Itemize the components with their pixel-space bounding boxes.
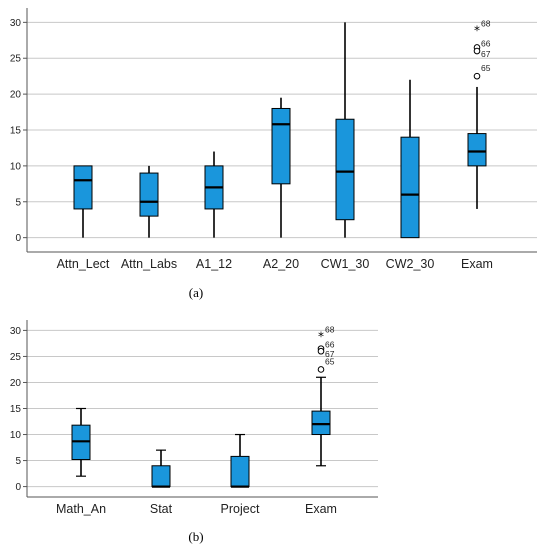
y-tick-label: 20 xyxy=(10,90,22,101)
x-category-label: Exam xyxy=(461,257,493,271)
outlier-extreme-marker: * xyxy=(474,24,480,38)
iqr-box xyxy=(73,165,93,210)
iqr-box xyxy=(139,172,159,217)
y-tick-label: 25 xyxy=(10,54,22,65)
box-attn-lect xyxy=(73,165,93,238)
iqr-box xyxy=(467,133,487,167)
outlier-label: 67 xyxy=(325,349,335,359)
outlier-marker xyxy=(317,366,325,373)
box-exam xyxy=(311,376,331,467)
x-category-label: A2_20 xyxy=(263,257,299,271)
iqr-box xyxy=(271,107,291,185)
panel-label: (a) xyxy=(189,285,203,300)
y-tick-label: 15 xyxy=(10,126,22,137)
outlier-marker xyxy=(473,72,481,80)
y-tick-label: 25 xyxy=(10,352,22,363)
outlier-extreme-marker: * xyxy=(318,330,324,344)
y-tick-label: 30 xyxy=(10,326,22,337)
box-cw2-30 xyxy=(400,79,420,239)
panel-label: (b) xyxy=(188,529,203,544)
y-tick-label: 0 xyxy=(15,482,21,493)
iqr-box xyxy=(400,136,420,239)
box-math-an xyxy=(71,407,91,477)
y-tick-label: 30 xyxy=(10,18,22,29)
outlier-label: 67 xyxy=(481,49,491,59)
y-tick-label: 10 xyxy=(10,161,22,172)
outlier-label: 66 xyxy=(481,38,491,48)
y-tick-label: 5 xyxy=(15,197,21,208)
iqr-box xyxy=(230,455,250,488)
iqr-box xyxy=(151,465,171,488)
x-category-label: CW1_30 xyxy=(321,257,370,271)
outlier-label: 65 xyxy=(481,63,491,73)
x-category-label: Stat xyxy=(150,502,173,516)
y-tick-label: 15 xyxy=(10,404,22,415)
iqr-box xyxy=(311,410,331,436)
box-project xyxy=(230,433,250,488)
y-tick-label: 5 xyxy=(15,456,21,467)
outlier-marker xyxy=(473,47,481,55)
box-exam xyxy=(467,86,487,209)
outlier-marker xyxy=(317,347,325,355)
x-category-label: Project xyxy=(221,502,260,516)
x-category-label: Exam xyxy=(305,502,337,516)
x-category-label: Attn_Labs xyxy=(121,257,177,271)
x-category-label: Attn_Lect xyxy=(57,257,110,271)
y-tick-label: 0 xyxy=(15,233,21,244)
outlier-label: 65 xyxy=(325,356,335,366)
outlier-label: 68 xyxy=(481,19,491,29)
box-a1-12 xyxy=(204,151,224,238)
iqr-box xyxy=(335,118,355,221)
box-a2-20 xyxy=(271,97,291,238)
chart-panel-a: 0 5 10 15 20 25 30 Attn_Lect Attn_Labs A1_12 A2_20… xyxy=(10,8,537,300)
box-attn-labs xyxy=(139,165,159,238)
outlier-label: 66 xyxy=(325,340,335,350)
y-tick-label: 10 xyxy=(10,430,22,441)
x-category-label: CW2_30 xyxy=(386,257,435,271)
box-cw1-30 xyxy=(335,22,355,238)
y-tick-label: 20 xyxy=(10,378,22,389)
box-stat xyxy=(151,449,171,488)
x-category-label: Math_An xyxy=(56,502,106,516)
x-category-label: A1_12 xyxy=(196,257,232,271)
outlier-label: 68 xyxy=(325,325,335,335)
